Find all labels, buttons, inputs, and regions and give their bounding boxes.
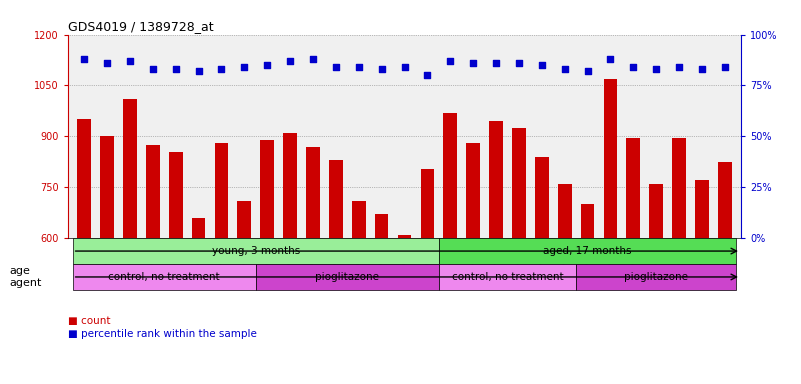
Point xyxy=(421,72,434,78)
Text: aged, 17 months: aged, 17 months xyxy=(543,246,632,256)
Point xyxy=(101,60,114,66)
Bar xyxy=(146,145,159,384)
Text: ■ count: ■ count xyxy=(68,316,111,326)
Point xyxy=(467,60,480,66)
Point xyxy=(147,66,159,72)
Text: ■ percentile rank within the sample: ■ percentile rank within the sample xyxy=(68,329,257,339)
Bar xyxy=(260,140,274,384)
Bar xyxy=(123,99,137,384)
Bar xyxy=(352,201,365,384)
Point xyxy=(375,66,388,72)
Bar xyxy=(581,204,594,384)
Point xyxy=(489,60,502,66)
Bar xyxy=(439,264,576,290)
Point xyxy=(627,64,640,70)
Text: GDS4019 / 1389728_at: GDS4019 / 1389728_at xyxy=(68,20,214,33)
Bar xyxy=(650,184,663,384)
Point xyxy=(169,66,182,72)
Bar xyxy=(718,162,732,384)
Bar xyxy=(535,157,549,384)
Bar xyxy=(215,143,228,384)
Bar xyxy=(512,128,525,384)
Point xyxy=(261,62,274,68)
Point xyxy=(718,64,731,70)
Point xyxy=(650,66,662,72)
Bar xyxy=(695,180,709,384)
Point xyxy=(535,62,548,68)
Bar xyxy=(256,264,439,290)
Point xyxy=(352,64,365,70)
Bar xyxy=(626,138,640,384)
Bar xyxy=(306,147,320,384)
Bar xyxy=(375,214,388,384)
Point xyxy=(192,68,205,74)
Bar xyxy=(439,238,736,264)
Point xyxy=(398,64,411,70)
Point xyxy=(215,66,227,72)
Point xyxy=(78,56,91,62)
Bar xyxy=(77,119,91,384)
Bar xyxy=(672,138,686,384)
Bar xyxy=(191,218,205,384)
Bar xyxy=(237,201,252,384)
Point xyxy=(123,58,136,64)
Point xyxy=(307,56,320,62)
Bar xyxy=(329,160,343,384)
Bar xyxy=(73,264,256,290)
Text: pioglitazone: pioglitazone xyxy=(624,272,688,282)
Bar xyxy=(444,113,457,384)
Text: pioglitazone: pioglitazone xyxy=(316,272,380,282)
Point xyxy=(444,58,457,64)
Point xyxy=(673,64,686,70)
Point xyxy=(582,68,594,74)
Bar xyxy=(397,235,412,384)
Bar xyxy=(466,143,480,384)
Bar xyxy=(169,152,183,384)
Point xyxy=(604,56,617,62)
Text: control, no treatment: control, no treatment xyxy=(452,272,563,282)
Bar xyxy=(421,169,434,384)
Text: young, 3 months: young, 3 months xyxy=(211,246,300,256)
Bar xyxy=(489,121,503,384)
Point xyxy=(238,64,251,70)
Text: control, no treatment: control, no treatment xyxy=(108,272,220,282)
Point xyxy=(558,66,571,72)
Bar xyxy=(73,238,439,264)
Point xyxy=(513,60,525,66)
Bar xyxy=(604,79,618,384)
Bar xyxy=(576,264,736,290)
Bar xyxy=(100,136,114,384)
Point xyxy=(329,64,342,70)
Text: agent: agent xyxy=(10,278,42,288)
Point xyxy=(284,58,296,64)
Bar xyxy=(284,133,297,384)
Point xyxy=(695,66,708,72)
Bar xyxy=(557,184,572,384)
Text: age: age xyxy=(10,266,30,276)
